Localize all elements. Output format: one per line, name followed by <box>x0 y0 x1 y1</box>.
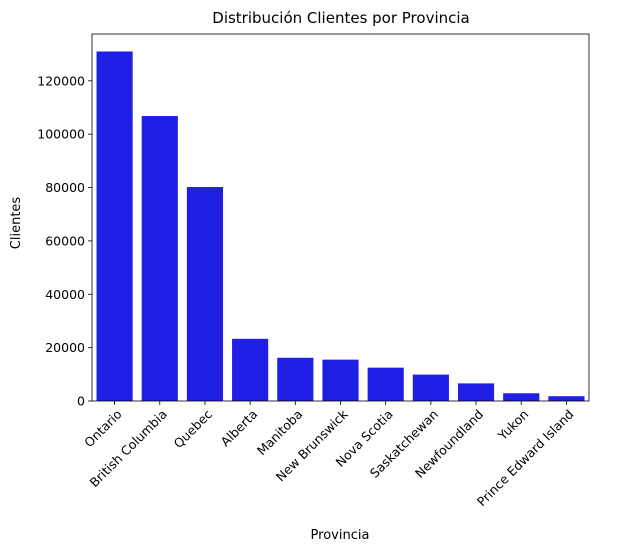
bar-nova-scotia <box>367 367 404 401</box>
bar-yukon <box>503 393 540 401</box>
y-tick-label: 20000 <box>45 340 85 355</box>
bar-new-brunswick <box>322 359 359 401</box>
y-tick-label: 100000 <box>37 127 85 142</box>
bar-prince-edward-island <box>548 396 585 401</box>
bar-newfoundland <box>457 383 495 401</box>
bar-ontario <box>96 51 133 401</box>
x-tick-label: Alberta <box>218 407 261 450</box>
chart-title: Distribución Clientes por Provincia <box>212 9 469 27</box>
y-tick-label: 120000 <box>37 73 85 88</box>
x-tick-label: British Columbia <box>86 407 169 490</box>
x-tick-label: Yukon <box>494 407 531 444</box>
x-tick-label: Quebec <box>171 406 216 451</box>
y-tick-label: 60000 <box>45 233 85 248</box>
x-tick-label: Ontario <box>81 407 125 451</box>
bars-group <box>96 51 585 401</box>
bar-manitoba <box>277 357 314 401</box>
x-axis-label: Provincia <box>311 528 370 543</box>
y-axis-label: Clientes <box>9 197 24 250</box>
y-tick-label: 40000 <box>45 287 85 302</box>
bar-british-columbia <box>141 116 178 401</box>
bar-alberta <box>232 338 269 401</box>
y-tick-label: 80000 <box>45 180 85 195</box>
y-tick-label: 0 <box>77 394 85 409</box>
bar-quebec <box>186 187 224 401</box>
bar-saskatchewan <box>412 374 449 401</box>
plot-frame <box>91 33 590 402</box>
